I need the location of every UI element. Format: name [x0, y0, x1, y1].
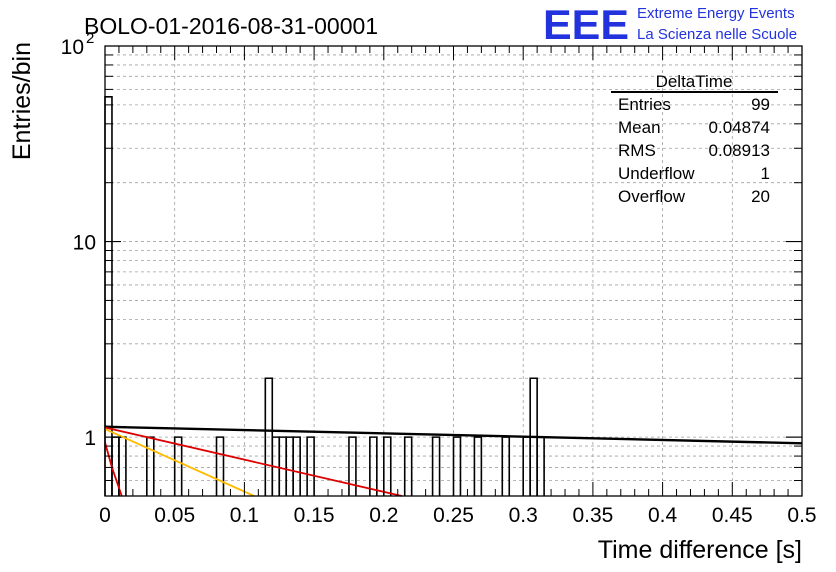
x-tick-label: 0.4: [648, 504, 678, 527]
fit-curve-black: [104, 425, 803, 445]
y-tick-label: 10: [73, 232, 96, 255]
histogram-bin: [348, 436, 357, 496]
histogram-bin: [104, 95, 113, 496]
x-tick-label: 0.3: [509, 504, 538, 527]
y-tick-label: 1: [84, 427, 96, 450]
fit-curve-red: [104, 426, 403, 497]
stats-title: DeltaTime: [656, 72, 733, 91]
y-axis-label: Entries/bin: [8, 42, 36, 160]
x-axis-label: Time difference [s]: [598, 536, 802, 564]
histogram-bin: [403, 436, 413, 496]
x-tick-label: 0.45: [712, 504, 753, 527]
x-tick-label: 0.2: [369, 504, 398, 527]
stats-rms-value: 0.08913: [709, 141, 770, 160]
histogram-bin: [431, 436, 441, 496]
stats-overflow-value: 20: [751, 187, 770, 206]
logo-eee: EEE: [543, 1, 629, 48]
x-tick-label: 0.15: [294, 504, 335, 527]
x-tick-label: 0: [99, 504, 111, 527]
x-tick-label: 0.25: [433, 504, 474, 527]
stats-underflow-label: Underflow: [618, 164, 695, 183]
stats-entries-label: Entries: [618, 95, 671, 114]
histogram-bin: [173, 436, 183, 496]
y-tick-label-exponent: 2: [86, 30, 94, 47]
histogram-bin: [292, 436, 301, 496]
axis-ticks: [104, 45, 803, 497]
histogram-bin: [452, 436, 462, 496]
histogram-bin: [473, 436, 483, 496]
histogram-bin: [369, 436, 378, 496]
y-tick-label: 10: [61, 36, 84, 59]
x-tick-label: 0.5: [787, 504, 816, 527]
x-tick-label: 0.05: [154, 504, 195, 527]
stats-rms-label: RMS: [618, 141, 656, 160]
x-tick-label: 0.35: [572, 504, 613, 527]
histogram-bin: [215, 436, 225, 496]
histogram-bin: [383, 436, 392, 496]
stats-mean-value: 0.04874: [709, 118, 770, 137]
stats-mean-label: Mean: [618, 118, 661, 137]
stats-underflow-value: 1: [761, 164, 770, 183]
logo-line1: Extreme Energy Events: [637, 5, 795, 22]
stats-box: DeltaTime Entries 99 Mean 0.04874 RMS 0.…: [611, 72, 778, 206]
fit-curves: [104, 425, 803, 497]
histogram-bin: [306, 436, 315, 496]
logo-line2: La Scienza nelle Scuole: [637, 26, 797, 43]
x-tick-labels: 0 0.05 0.1 0.15 0.2 0.25 0.3 0.35 0.4 0.45 0.5: [99, 504, 816, 527]
stats-overflow-label: Overflow: [618, 187, 686, 206]
fit-curve-orange: [104, 428, 255, 497]
stats-entries-value: 99: [751, 95, 770, 114]
run-title: BOLO-01-2016-08-31-00001: [84, 13, 378, 39]
x-tick-label: 0.1: [230, 504, 259, 527]
